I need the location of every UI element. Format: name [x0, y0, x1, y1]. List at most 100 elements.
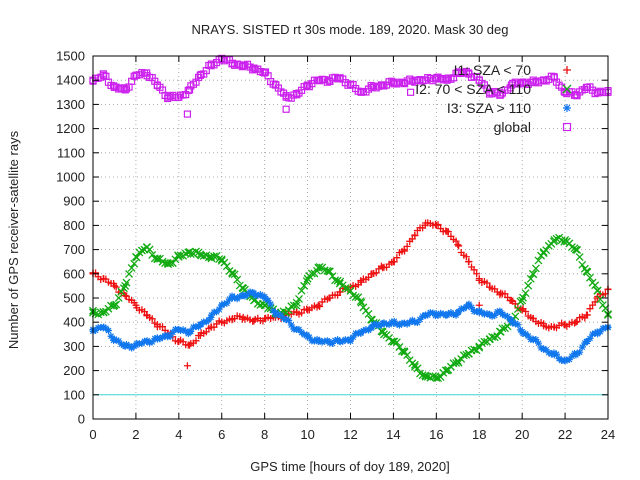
y-tick-label: 700	[63, 242, 85, 257]
data-point	[186, 328, 194, 336]
data-point	[185, 86, 194, 94]
outlier-point	[183, 110, 192, 118]
data-point	[314, 338, 322, 346]
data-point	[179, 326, 187, 334]
data-point	[328, 339, 336, 347]
data-point	[110, 282, 118, 290]
data-point	[110, 301, 119, 310]
x-tick-label: 22	[558, 427, 572, 442]
data-point	[107, 332, 115, 340]
data-point	[540, 345, 548, 353]
data-point	[166, 259, 175, 268]
data-point	[344, 336, 352, 344]
data-point	[578, 343, 586, 351]
legend-marker	[562, 84, 572, 94]
data-point	[146, 339, 154, 347]
data-point	[486, 88, 494, 96]
data-point	[400, 246, 408, 254]
data-point	[159, 333, 167, 341]
data-point	[202, 328, 210, 336]
data-point	[454, 309, 462, 317]
data-point	[148, 338, 156, 346]
data-point	[359, 327, 367, 335]
data-point	[143, 338, 151, 346]
data-point	[223, 299, 231, 307]
data-point	[99, 308, 108, 317]
data-point	[357, 328, 365, 336]
data-point	[443, 311, 451, 319]
axis-ticks: 0 2 4 6 8 10 12 14 16 18 20 22 240100200300400500600…	[56, 49, 615, 443]
data-point	[300, 281, 309, 290]
data-point	[432, 221, 440, 229]
data-point	[493, 308, 501, 316]
data-point	[470, 266, 478, 274]
x-tick-label: 8	[261, 427, 268, 442]
data-point	[143, 69, 151, 77]
data-point	[174, 252, 183, 261]
data-point	[110, 335, 118, 343]
data-point	[293, 325, 301, 333]
data-point	[236, 293, 244, 301]
data-point	[524, 332, 532, 340]
data-point	[186, 341, 194, 349]
data-point	[207, 323, 215, 331]
y-tick-label: 0	[78, 412, 85, 427]
x-tick-label: 16	[429, 427, 443, 442]
data-point	[217, 255, 226, 264]
data-point	[262, 295, 270, 303]
data-point	[486, 311, 494, 319]
data-point	[314, 263, 323, 272]
data-point	[571, 245, 580, 254]
data-point	[125, 269, 134, 278]
x-tick-label: 14	[386, 427, 400, 442]
data-point	[166, 332, 174, 340]
data-point	[518, 79, 526, 87]
data-point	[561, 88, 569, 96]
data-point	[346, 81, 355, 89]
data-point	[582, 267, 591, 276]
data-point	[153, 255, 162, 264]
data-point	[422, 219, 430, 227]
data-point	[280, 315, 288, 323]
data-point	[218, 318, 226, 326]
data-point	[529, 79, 537, 87]
y-tick-label: 800	[63, 218, 85, 233]
data-point	[117, 340, 125, 348]
data-point	[368, 323, 376, 331]
data-point	[416, 315, 424, 323]
data-point	[465, 258, 473, 266]
data-point	[246, 288, 254, 296]
data-point	[514, 321, 522, 329]
data-point	[385, 321, 393, 329]
data-point	[304, 333, 312, 341]
outlier-point	[183, 362, 191, 370]
data-point	[422, 311, 430, 319]
data-point	[192, 247, 200, 256]
data-point	[354, 293, 363, 302]
data-point	[127, 263, 136, 272]
data-point	[464, 349, 473, 358]
data-point	[313, 335, 321, 343]
data-point	[132, 71, 140, 79]
data-point	[393, 320, 401, 328]
data-point	[151, 334, 159, 342]
data-point	[341, 284, 350, 293]
data-point	[207, 252, 215, 261]
data-point	[443, 227, 451, 235]
data-point	[293, 309, 301, 317]
data-point	[316, 303, 324, 311]
data-point	[497, 309, 505, 317]
y-tick-label: 500	[63, 291, 85, 306]
data-point	[455, 242, 463, 250]
data-point	[410, 360, 419, 369]
x-tick-label: 4	[175, 427, 182, 442]
data-point	[239, 292, 247, 300]
data-point	[452, 237, 460, 245]
data-point	[470, 345, 479, 354]
data-point	[228, 59, 237, 67]
data-point	[121, 342, 129, 350]
data-point	[518, 328, 526, 336]
data-point	[389, 337, 398, 346]
data-point	[357, 278, 365, 286]
data-point	[534, 256, 543, 265]
